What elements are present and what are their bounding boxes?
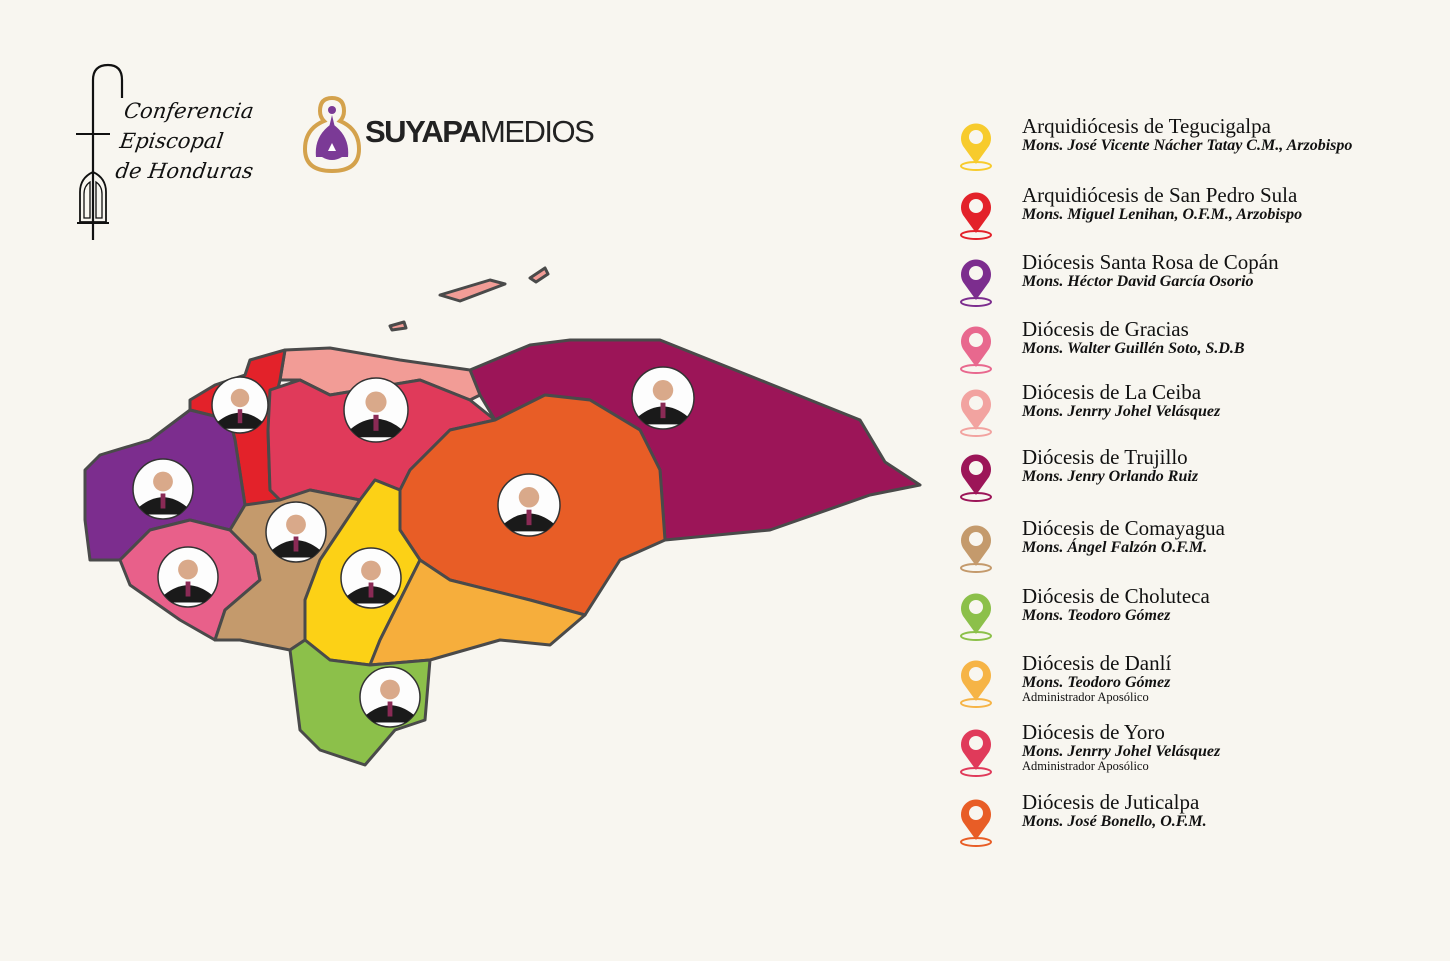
bishop-name: Mons. José Vicente Nácher Tatay C.M., Ar… (1022, 137, 1353, 154)
island-utila (388, 320, 408, 332)
logo-light: MEDIOS (480, 114, 595, 149)
map-pin-icon (960, 192, 992, 240)
bishop-portrait (265, 501, 327, 563)
map-pin-icon (960, 799, 992, 847)
bishop-name: Mons. Jenrry Johel Velásquez (1022, 743, 1221, 760)
diocese-legend: Arquidiócesis de Tegucigalpa Mons. José … (955, 0, 1435, 961)
bishop-name: Mons. Walter Guillén Soto, S.D.B (1022, 340, 1245, 357)
diocese-title: Diócesis de Yoro (1022, 720, 1165, 744)
bishop-portrait (132, 458, 194, 520)
diocese-title: Diócesis de Trujillo (1022, 445, 1188, 469)
honduras-diocese-map (83, 266, 922, 767)
island-roatan (438, 278, 507, 303)
island-guanaja (528, 266, 550, 284)
diocese-title: Arquidiócesis de San Pedro Sula (1022, 183, 1298, 207)
bishop-name: Mons. Héctor David García Osorio (1022, 273, 1254, 290)
region-danli[interactable] (368, 558, 587, 667)
bishop-name: Mons. José Bonello, O.F.M. (1022, 813, 1207, 830)
bishop-name: Mons. Teodoro Gómez (1022, 674, 1171, 691)
conferencia-episcopal-logo-staff-icon (76, 63, 124, 240)
map-pin-icon (960, 593, 992, 641)
map-pin-icon (960, 326, 992, 374)
bishop-portrait (343, 377, 409, 443)
bishop-portrait (359, 666, 421, 728)
bishop-name: Mons. Jenrry Johel Velásquez (1022, 403, 1221, 420)
logo-bold: SUYAPA (365, 114, 482, 149)
diocese-title: Diócesis de Juticalpa (1022, 790, 1200, 814)
diocese-title: Diócesis de Danlí (1022, 651, 1172, 675)
bishop-portrait (157, 546, 219, 608)
diocese-title: Diócesis de Choluteca (1022, 584, 1210, 608)
bishop-name: Mons. Ángel Falzón O.F.M. (1022, 539, 1208, 556)
bishop-portrait (631, 366, 695, 430)
map-pin-icon (960, 454, 992, 502)
suyapa-virgin-icon (302, 95, 362, 174)
map-pin-icon (960, 123, 992, 171)
map-pin-icon (960, 660, 992, 708)
bishop-portrait (211, 376, 269, 434)
bishop-role-note: Administrador Aposólico (1022, 690, 1149, 704)
bishop-name: Mons. Miguel Lenihan, O.F.M., Arzobispo (1022, 206, 1303, 223)
diocese-title: Diócesis de Gracias (1022, 317, 1189, 341)
diocese-title: Diócesis de La Ceiba (1022, 380, 1202, 404)
bishop-role-note: Administrador Aposólico (1022, 759, 1149, 773)
diocese-title: Diócesis de Comayagua (1022, 516, 1225, 540)
map-pin-icon (960, 389, 992, 437)
diocese-title: Arquidiócesis de Tegucigalpa (1022, 114, 1271, 138)
bishop-portrait (497, 473, 561, 537)
map-pin-icon (960, 729, 992, 777)
bishop-name: Mons. Jenry Orlando Ruiz (1022, 468, 1199, 485)
suyapa-medios-logo-text: SUYAPAMEDIOS (365, 114, 595, 150)
map-pin-icon (960, 259, 992, 307)
map-pin-icon (960, 525, 992, 573)
bishop-name: Mons. Teodoro Gómez (1022, 607, 1171, 624)
diocese-title: Diócesis Santa Rosa de Copán (1022, 250, 1279, 274)
bishop-portrait (340, 547, 402, 609)
